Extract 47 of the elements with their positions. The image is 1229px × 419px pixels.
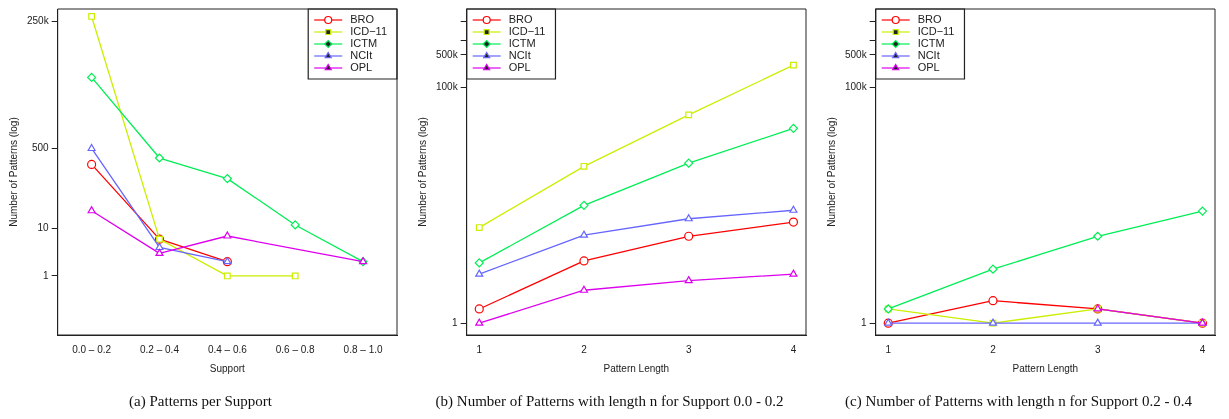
- x-tick-label: 3: [1094, 343, 1101, 355]
- y-tick-label: 250k: [27, 14, 50, 26]
- legend-label: NCIt: [508, 49, 531, 62]
- y-axis-title: Number of Patterns (log): [825, 117, 837, 227]
- legend-label: ICTM: [917, 37, 945, 50]
- text: (c) Number of Patterns with length n for Support 0.2 - 0.4: [844, 392, 1193, 410]
- x-tick-label: 4: [1199, 343, 1206, 355]
- legend-label: OPL: [350, 61, 373, 74]
- y-tick-label: 1: [861, 316, 868, 328]
- legend-label: ICTM: [350, 37, 378, 50]
- legend-label: OPL: [508, 61, 531, 74]
- y-tick-label: 500: [32, 142, 50, 154]
- x-axis-title: Pattern Length: [603, 362, 670, 374]
- legend-label: ICTM: [508, 37, 536, 50]
- x-axis-title: Pattern Length: [1012, 362, 1079, 374]
- y-axis-title: Number of Patterns (log): [416, 117, 428, 227]
- legend-label: ICD−11: [350, 25, 388, 38]
- legend-label: BRO: [508, 13, 533, 26]
- x-tick-label: 0.4 – 0.6: [207, 343, 248, 355]
- x-tick-label: 0.6 – 0.8: [275, 343, 316, 355]
- legend-label: OPL: [917, 61, 940, 74]
- legend-label: ICD−11: [917, 25, 955, 38]
- x-tick-label: 2: [581, 343, 588, 355]
- x-tick-label: 2: [990, 343, 997, 355]
- legend-label: BRO: [350, 13, 375, 26]
- x-axis-title: Support: [209, 362, 246, 374]
- y-tick-label: 100k: [845, 81, 868, 93]
- text: (a) Patterns per Support: [129, 392, 273, 410]
- x-tick-label: 0.0 – 0.2: [72, 343, 112, 355]
- x-tick-label: 1: [885, 343, 892, 355]
- y-tick-label: 500k: [436, 48, 459, 60]
- y-tick-label: 10: [37, 222, 50, 234]
- legend-label: NCIt: [350, 49, 373, 62]
- y-tick-label: 500k: [845, 48, 868, 60]
- y-axis-title: Number of Patterns (log): [7, 117, 19, 227]
- x-tick-label: 0.8 – 1.0: [343, 343, 383, 355]
- text: (b) Number of Patterns with length n for Support 0.0 - 0.2: [435, 392, 784, 410]
- x-tick-label: 3: [685, 343, 692, 355]
- x-tick-label: 1: [476, 343, 483, 355]
- legend-label: NCIt: [917, 49, 940, 62]
- legend-label: ICD−11: [508, 25, 546, 38]
- y-tick-label: 100k: [436, 81, 459, 93]
- x-tick-label: 0.2 – 0.4: [140, 343, 180, 355]
- y-tick-label: 1: [43, 269, 50, 281]
- y-tick-label: 1: [452, 316, 459, 328]
- legend-label: BRO: [917, 13, 942, 26]
- x-tick-label: 4: [790, 343, 797, 355]
